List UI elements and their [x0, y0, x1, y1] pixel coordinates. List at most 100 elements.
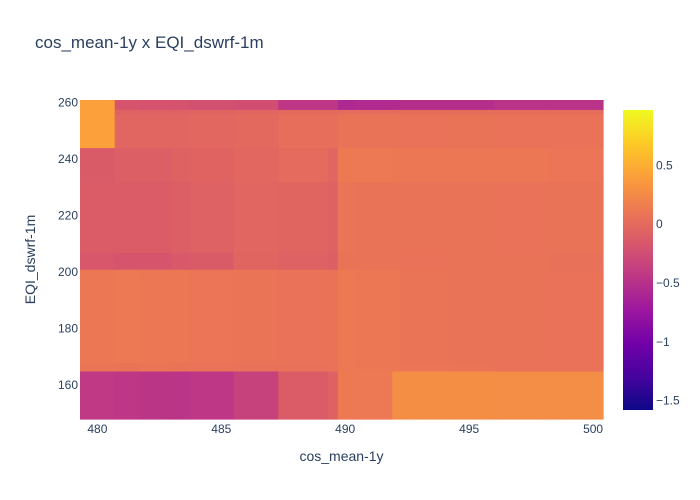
- heatmap-cell: [355, 370, 393, 420]
- y-tick-label: 180: [58, 322, 78, 336]
- heatmap-cell: [337, 109, 356, 115]
- heatmap-cell: [80, 100, 116, 110]
- heatmap-cells: [80, 100, 604, 420]
- y-axis-title: EQI_dswrf-1m: [22, 215, 38, 304]
- heatmap-cell: [548, 271, 604, 364]
- heatmap-cell: [399, 144, 450, 149]
- heatmap-cell: [548, 113, 604, 146]
- heatmap-cell: [139, 100, 173, 110]
- x-tick-label: 490: [335, 422, 355, 436]
- heatmap-cell: [171, 362, 190, 372]
- heatmap-cell: [449, 181, 495, 253]
- heatmap-cell: [189, 252, 235, 270]
- heatmap-cell: [355, 109, 393, 115]
- heatmap-cell: [189, 147, 235, 183]
- heatmap-cell: [392, 109, 401, 115]
- heatmap-cell: [449, 269, 495, 273]
- heatmap-cell: [233, 271, 279, 364]
- heatmap-cell: [189, 362, 235, 372]
- heatmap-cell: [80, 252, 116, 270]
- heatmap-cell: [278, 252, 329, 270]
- heatmap-cell: [548, 147, 604, 183]
- heatmap-cell: [278, 109, 329, 115]
- heatmap-cell: [233, 370, 279, 420]
- heatmap-cell: [233, 144, 279, 149]
- heatmap-cell: [355, 269, 393, 273]
- heatmap-cell: [114, 181, 141, 253]
- heatmap-cell: [548, 252, 604, 270]
- heatmap-cell: [337, 362, 356, 372]
- colorbar-tick-label: 0: [656, 217, 663, 231]
- heatmap-cell: [399, 252, 450, 270]
- heatmap-cell: [399, 370, 450, 420]
- heatmap-cell: [327, 109, 339, 115]
- heatmap-cell: [392, 181, 401, 253]
- x-axis-title: cos_mean-1y: [299, 448, 383, 464]
- heatmap-cell: [392, 252, 401, 270]
- heatmap-cell: [171, 144, 190, 149]
- heatmap-cell: [337, 144, 356, 149]
- heatmap-cell: [114, 362, 141, 372]
- heatmap-cell: [548, 362, 604, 372]
- heatmap-cell: [548, 269, 604, 273]
- heatmap-cell: [189, 144, 235, 149]
- heatmap-cell: [399, 109, 450, 115]
- heatmap-cell: [337, 252, 356, 270]
- heatmap-cell: [278, 271, 329, 364]
- heatmap-cell: [278, 113, 329, 146]
- heatmap-cell: [171, 252, 190, 270]
- heatmap-cell: [233, 109, 279, 115]
- heatmap-cell: [399, 100, 450, 110]
- heatmap-cell: [139, 109, 173, 115]
- heatmap-cell: [80, 181, 116, 253]
- x-tick-label: 485: [211, 422, 231, 436]
- heatmap-cell: [449, 100, 495, 110]
- heatmap-cell: [80, 362, 116, 372]
- heatmap-cell: [449, 362, 495, 372]
- heatmap-cell: [392, 113, 401, 146]
- heatmap-cell: [139, 269, 173, 273]
- heatmap-cell: [278, 269, 329, 273]
- heatmap-cell: [548, 100, 604, 110]
- heatmap-cell: [493, 113, 550, 146]
- heatmap-cell: [392, 147, 401, 183]
- heatmap-cell: [493, 252, 550, 270]
- heatmap-cell: [399, 271, 450, 364]
- heatmap-cell: [80, 271, 116, 364]
- x-tick-label: 480: [87, 422, 107, 436]
- heatmap-cell: [327, 100, 339, 110]
- heatmap-cell: [493, 144, 550, 149]
- heatmap-cell: [548, 370, 604, 420]
- heatmap-cell: [171, 370, 190, 420]
- heatmap-cell: [114, 147, 141, 183]
- heatmap-cell: [278, 181, 329, 253]
- heatmap-cell: [399, 147, 450, 183]
- heatmap-cell: [392, 362, 401, 372]
- heatmap-cell: [80, 147, 116, 183]
- heatmap-cell: [327, 181, 339, 253]
- heatmap-cell: [278, 370, 329, 420]
- heatmap-cell: [189, 181, 235, 253]
- heatmap-cell: [392, 370, 401, 420]
- heatmap-cell: [114, 271, 141, 364]
- heatmap-cell: [278, 144, 329, 149]
- heatmap-cell: [449, 113, 495, 146]
- heatmap-cell: [337, 181, 356, 253]
- heatmap-cell: [189, 269, 235, 273]
- heatmap-cell: [449, 370, 495, 420]
- heatmap-cell: [114, 109, 141, 115]
- heatmap-cell: [80, 144, 116, 149]
- heatmap-cell: [337, 370, 356, 420]
- heatmap-cell: [327, 269, 339, 273]
- heatmap-cell: [327, 252, 339, 270]
- heatmap-cell: [548, 109, 604, 115]
- y-tick-label: 160: [58, 378, 78, 392]
- heatmap-cell: [233, 181, 279, 253]
- heatmap-cell: [233, 269, 279, 273]
- colorbar-tick-label: −1.5: [656, 394, 680, 408]
- heatmap-cell: [189, 370, 235, 420]
- heatmap-cell: [355, 100, 393, 110]
- heatmap-cell: [327, 271, 339, 364]
